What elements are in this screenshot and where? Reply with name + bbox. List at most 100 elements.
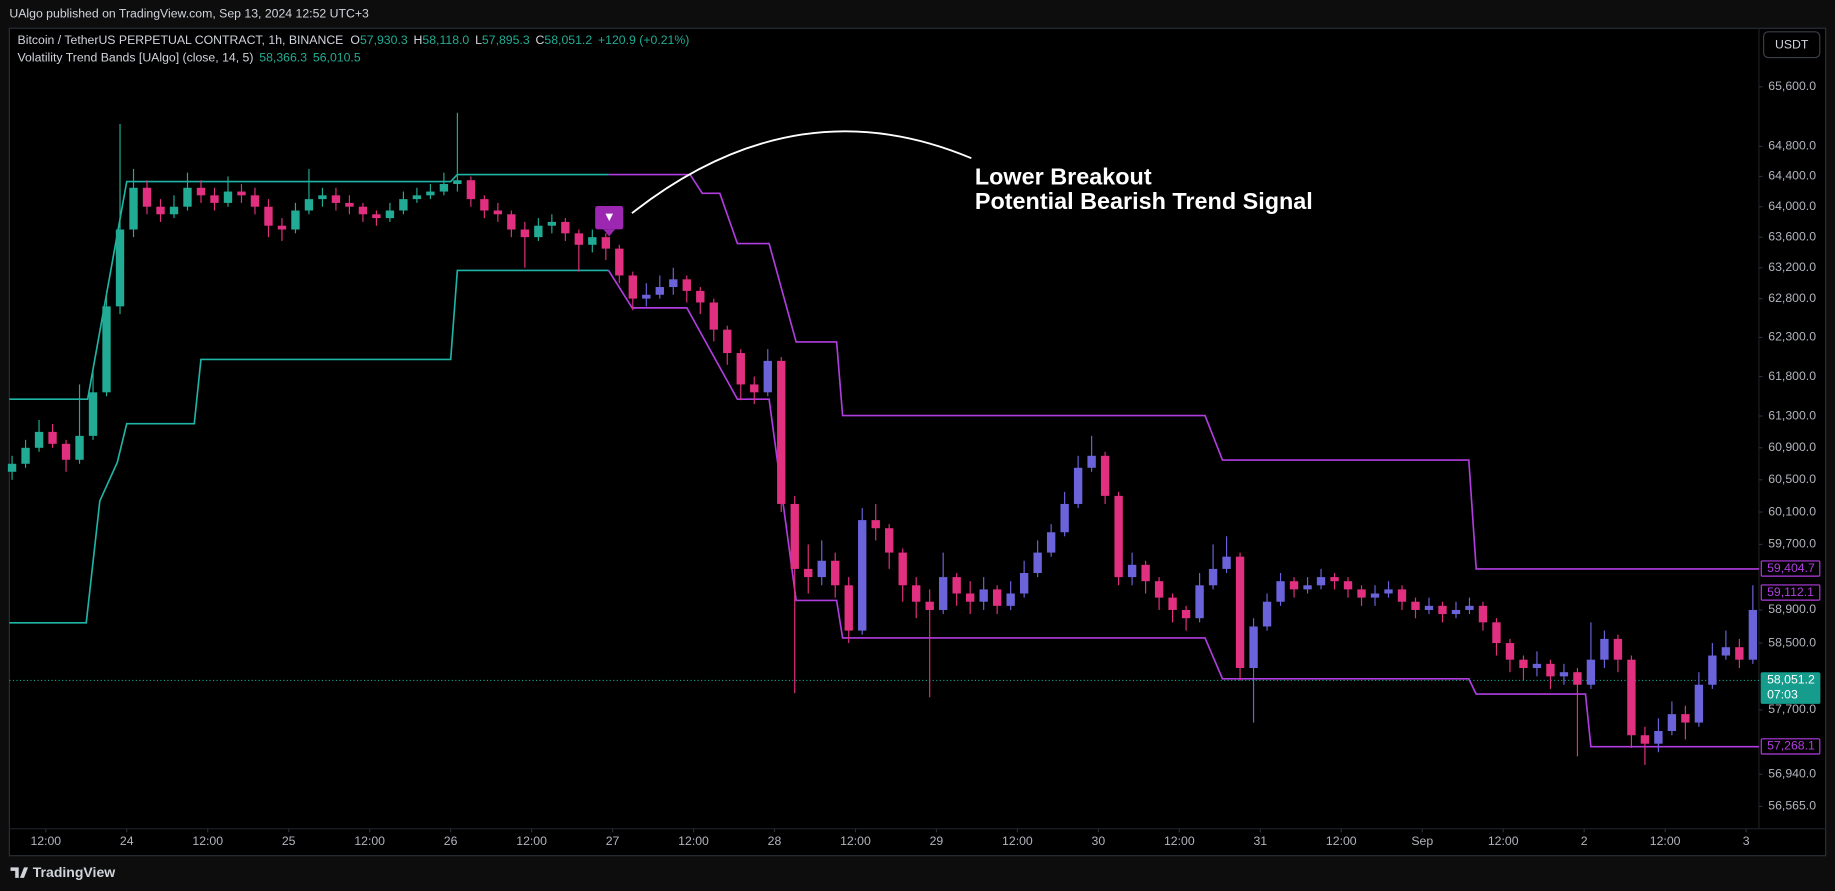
candle-body [264, 206, 273, 226]
price-label: 58,051.2 [1767, 673, 1815, 687]
candle-body [277, 225, 287, 230]
band-line [608, 173, 1759, 570]
annotation-arc [631, 130, 972, 214]
candle-body [291, 210, 300, 230]
x-tick-label: 12:00 [1650, 834, 1681, 848]
candle-body [1222, 556, 1231, 569]
indicator-title: Volatility Trend Bands [UAlgo] (close, 1… [18, 51, 254, 65]
candle-body [1316, 577, 1326, 586]
candle-body [1208, 568, 1218, 586]
plot-area: 65,600.0 64,800.0 64,400.0 64,000.0 63,600.0… [7, 79, 1821, 848]
candle-body [493, 210, 503, 215]
x-tick-label: 2 [1581, 834, 1588, 848]
candle-body [628, 275, 637, 299]
candle-body [858, 520, 867, 631]
price-label-box [1760, 560, 1821, 577]
candle-body [196, 187, 206, 196]
candle-body [1613, 638, 1623, 660]
indicator-legend: Volatility Trend Bands [UAlgo] (close, 1… [18, 51, 361, 65]
candle-body [1303, 585, 1312, 590]
candle-body [1330, 577, 1339, 582]
candle-body [777, 360, 786, 504]
y-tick-label: 56,565.0 [1768, 799, 1816, 813]
candle-body [1100, 455, 1110, 496]
candle-body [1708, 655, 1717, 685]
candle-body [1127, 564, 1137, 578]
candle-body [210, 195, 219, 203]
currency-label[interactable]: USDT [1775, 38, 1809, 52]
candle-body [1478, 605, 1488, 623]
candle-body [709, 302, 718, 330]
candle-body [1532, 663, 1542, 669]
candle-body [466, 180, 476, 200]
candle-body [1073, 467, 1083, 504]
candle-body [1033, 552, 1042, 574]
candle-body [898, 552, 907, 586]
candle-body [1573, 672, 1582, 685]
currency-button[interactable] [1763, 31, 1821, 59]
x-tick-label: 12:00 [30, 834, 61, 848]
ohlc-value: 58,051.2 [544, 33, 592, 47]
candle-body [1114, 495, 1123, 578]
candle-body [250, 195, 260, 207]
x-tick-label: 12:00 [192, 834, 223, 848]
y-tick-label: 64,400.0 [1768, 169, 1816, 183]
y-tick-label: 64,000.0 [1768, 199, 1816, 213]
candle-body [534, 225, 543, 238]
y-tick-label: 59,700.0 [1768, 537, 1816, 551]
price-label: 57,268.1 [1767, 739, 1815, 753]
y-tick-label: 62,300.0 [1768, 330, 1816, 344]
candle-body [156, 206, 165, 215]
candle-body [1586, 659, 1596, 685]
candle-body [1262, 601, 1272, 627]
y-tick-label: 56,940.0 [1768, 767, 1816, 781]
candle-body [1141, 564, 1150, 582]
candle-body [831, 560, 840, 586]
candle-body [669, 279, 678, 288]
candle-body [426, 191, 435, 196]
candle-body [7, 463, 17, 472]
price-label: 59,404.7 [1767, 561, 1815, 575]
candle-body [304, 199, 314, 211]
candle-body [1748, 609, 1758, 660]
change-value: +120.9 (+0.21%) [598, 33, 689, 47]
candle-body [102, 306, 111, 393]
candle-body [1721, 647, 1731, 656]
candle-body [1168, 597, 1177, 610]
candle-body [1046, 532, 1056, 553]
tradingview-logo: TradingView [10, 864, 115, 880]
candle-body [520, 229, 530, 238]
price-label-box [1760, 672, 1821, 704]
y-tick-label: 62,800.0 [1768, 291, 1816, 305]
ohlc-label: O [350, 33, 360, 47]
candle-body [885, 528, 894, 553]
candle-body [358, 206, 368, 215]
candle-body [1384, 589, 1393, 594]
candle-body [507, 214, 516, 230]
candle-body [115, 229, 125, 307]
ohlc-value: 57,930.3 [360, 33, 408, 47]
candle-body [655, 287, 664, 295]
y-tick-label: 63,600.0 [1768, 229, 1816, 243]
x-tick-label: 12:00 [1164, 834, 1195, 848]
candle-body [61, 443, 71, 460]
candle-body [763, 360, 772, 393]
annotation-line: Potential Bearish Trend Signal [975, 188, 1313, 214]
y-tick-label: 58,500.0 [1768, 635, 1816, 649]
candle-body [129, 187, 138, 230]
candle-body [385, 210, 395, 219]
candle-body [142, 187, 152, 207]
candle-body [1492, 622, 1501, 644]
x-tick-label: 27 [606, 834, 620, 848]
band-line [9, 173, 609, 400]
y-tick-label: 65,600.0 [1768, 79, 1816, 93]
symbol-title: Bitcoin / TetherUS PERPETUAL CONTRACT, 1… [18, 33, 344, 47]
y-tick-label: 64,800.0 [1768, 139, 1816, 153]
candle-body [183, 187, 192, 207]
y-tick-label: 57,700.0 [1768, 702, 1816, 716]
candle-body [1519, 659, 1528, 669]
y-tick-label: 61,300.0 [1768, 408, 1816, 422]
y-tick-label: 60,500.0 [1768, 472, 1816, 486]
candle-body [1438, 605, 1447, 615]
